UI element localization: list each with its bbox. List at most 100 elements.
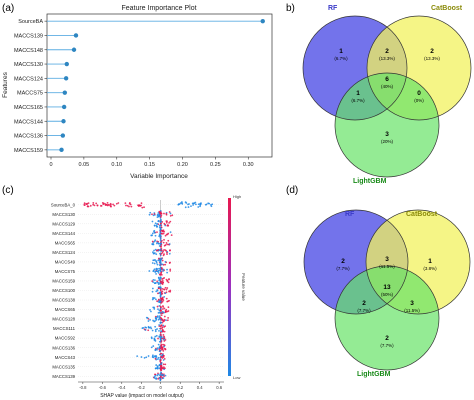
shap-point (163, 354, 165, 357)
shap-point (159, 335, 162, 338)
shap-point (161, 308, 164, 310)
y-tick-label: MACCS136 (14, 134, 43, 140)
shap-point (162, 270, 165, 272)
shap-point (145, 316, 148, 319)
shap-point (161, 288, 164, 290)
shap-point (151, 290, 154, 293)
shap-point (151, 220, 154, 223)
shap-point (162, 305, 164, 307)
shap-point (124, 202, 127, 204)
lollipop-point (64, 61, 69, 67)
shap-point (155, 253, 158, 256)
shap-point (158, 301, 161, 304)
x-tick-label: 0 (160, 385, 163, 390)
shap-point (153, 213, 156, 215)
shap-point (166, 280, 169, 283)
y-tick-label: MACCS124 (14, 76, 43, 82)
region-pct: (11.5%) (404, 308, 420, 313)
shap-point (162, 250, 164, 253)
shap-point (168, 243, 171, 245)
shap-point (141, 327, 144, 330)
shap-point (152, 251, 154, 254)
lollipop-point (73, 33, 79, 38)
shap-point (156, 222, 159, 225)
shap-point (148, 213, 151, 216)
set-label-rf: RF (328, 5, 338, 12)
shap-point (160, 267, 163, 269)
shap-point (152, 319, 155, 322)
shap-point (163, 253, 165, 255)
x-tick-label: 0.25 (210, 162, 221, 168)
shap-point (158, 377, 161, 379)
feature-label: MACCS144 (52, 231, 75, 236)
shap-point (165, 233, 168, 236)
shap-point (166, 271, 169, 274)
lollipop-point (59, 147, 64, 153)
shap-point (162, 349, 165, 352)
shap-point (153, 338, 156, 341)
shap-point (156, 288, 159, 291)
shap-point (155, 224, 158, 227)
shap-point (151, 355, 154, 358)
shap-point (157, 373, 160, 376)
shap-point (159, 276, 162, 279)
shap-point (151, 240, 154, 243)
lollipop-point (61, 104, 67, 110)
shap-point (159, 239, 162, 242)
shap-point (155, 334, 158, 337)
shap-point (145, 356, 148, 359)
shap-point (155, 377, 158, 380)
shap-point (159, 236, 162, 239)
shap-point (151, 287, 154, 290)
shap-point (157, 287, 160, 290)
shap-point (165, 288, 168, 291)
shap-point (151, 329, 154, 332)
region-count: 3 (385, 131, 389, 138)
shap-point (166, 319, 169, 322)
shap-point (161, 357, 164, 359)
shap-point (147, 320, 150, 322)
shap-point (163, 335, 166, 338)
shap-point (159, 318, 162, 321)
shap-point (87, 202, 90, 205)
shap-point (164, 224, 167, 227)
shap-point (159, 248, 162, 251)
shap-point (161, 263, 164, 266)
shap-point (126, 204, 129, 207)
shap-point (130, 205, 133, 208)
shap-point (160, 371, 162, 374)
region-pct: (7.7%) (357, 308, 371, 313)
shap-point (159, 293, 162, 296)
feature-label: MACCS130 (52, 212, 75, 217)
shap-point (157, 220, 160, 223)
shap-point (159, 286, 162, 289)
shap-point (113, 204, 116, 207)
shap-point (159, 234, 162, 237)
shap-point (136, 355, 139, 358)
shap-point (157, 283, 160, 286)
y-tick-label: MACCS139 (14, 33, 43, 39)
shap-point (101, 201, 104, 204)
shap-point (157, 343, 160, 346)
shap-point (197, 206, 200, 208)
region-pct: (3.8%) (423, 266, 437, 271)
shap-point (153, 308, 156, 310)
shap-point (166, 224, 169, 227)
shap-point (157, 242, 160, 245)
shap-point (178, 203, 181, 206)
shap-point (159, 376, 162, 378)
shap-point (156, 358, 159, 361)
shap-point (187, 203, 189, 206)
shap-point (154, 320, 156, 322)
shap-point (128, 205, 130, 208)
shap-point (154, 328, 157, 331)
region-count: 3 (385, 256, 389, 263)
y-tick-label: MACCS75 (17, 91, 43, 97)
shap-point (157, 212, 160, 214)
shap-point (162, 363, 165, 366)
shap-point (158, 315, 161, 318)
shap-point (143, 356, 146, 359)
shap-point (168, 252, 171, 255)
shap-point (159, 252, 161, 255)
shap-point (156, 328, 158, 330)
